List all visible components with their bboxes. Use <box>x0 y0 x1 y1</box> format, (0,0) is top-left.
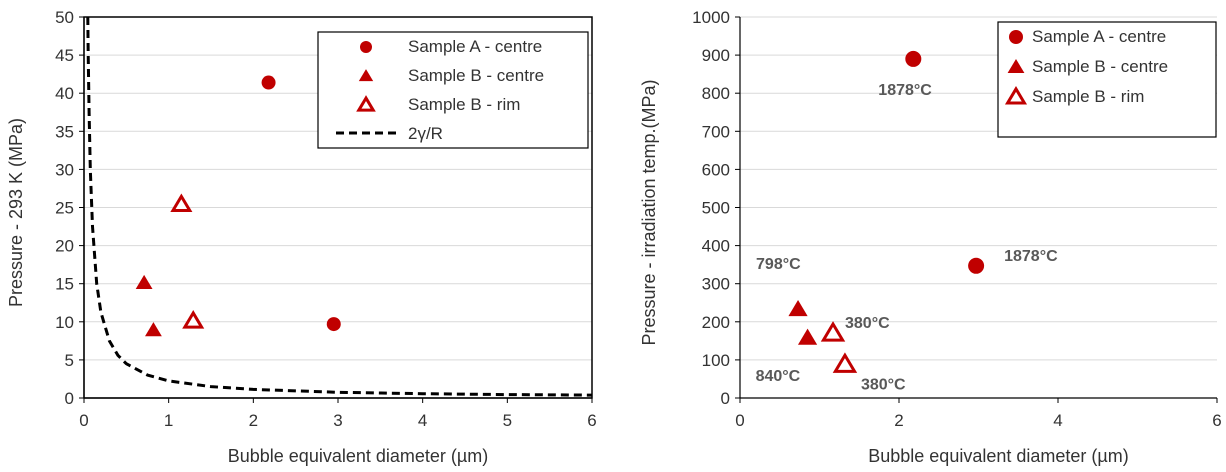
series-sample-b-centre: 798°C 840°C <box>756 256 818 385</box>
x-tick-label: 0 <box>79 411 88 430</box>
y-tick-label: 45 <box>55 46 74 65</box>
x-tick-label: 2 <box>894 411 903 430</box>
y-tick-label: 200 <box>702 313 730 332</box>
legend-marker <box>358 69 374 82</box>
legend-box <box>997 21 1217 138</box>
data-point <box>797 328 818 345</box>
y-tick-label: 600 <box>702 160 730 179</box>
x-axis-label: Bubble equivalent diameter (µm) <box>228 446 489 466</box>
y-tick-label: 900 <box>702 46 730 65</box>
data-point <box>182 310 205 329</box>
x-tick-label: 0 <box>735 411 744 430</box>
data-point <box>135 274 153 289</box>
x-tick-label: 4 <box>1053 411 1062 430</box>
data-label: 798°C <box>756 256 801 273</box>
y-tick-label: 10 <box>55 313 74 332</box>
data-point <box>905 50 922 67</box>
y-tick-label: 0 <box>65 389 74 408</box>
y-tick-label: 30 <box>55 160 74 179</box>
y-tick-label: 500 <box>702 199 730 218</box>
legend-marker <box>356 95 376 112</box>
legend-marker <box>1007 58 1025 74</box>
data-point <box>788 300 808 317</box>
y-tick-label: 20 <box>55 237 74 256</box>
data-point <box>820 321 846 342</box>
data-point <box>261 75 276 90</box>
legend-marker <box>1004 86 1028 105</box>
legend-entry: Sample B - rim <box>408 95 520 114</box>
x-tick-label: 6 <box>587 411 596 430</box>
y-tick-label: 35 <box>55 122 74 141</box>
legend: Sample A - centre Sample B - centre Sample… <box>997 21 1217 138</box>
y-tick-label: 50 <box>55 8 74 27</box>
series-sample-b-centre <box>135 274 162 337</box>
series-sample-b-rim <box>170 193 205 329</box>
data-point <box>170 193 193 212</box>
data-label: 840°C <box>756 368 801 385</box>
legend: Sample A - centre Sample B - centre Sample… <box>317 31 589 149</box>
y-tick-label: 15 <box>55 275 74 294</box>
legend-marker <box>1009 30 1023 44</box>
y-tick-label: 100 <box>702 351 730 370</box>
data-point <box>968 257 985 274</box>
x-tick-label: 3 <box>333 411 342 430</box>
legend-entry: Sample B - rim <box>1032 87 1144 106</box>
x-tick-label: 6 <box>1212 411 1221 430</box>
legend-entry: Sample A - centre <box>1032 27 1166 46</box>
legend-entry: Sample A - centre <box>408 37 542 56</box>
x-tick-label: 4 <box>418 411 427 430</box>
data-point <box>832 352 858 373</box>
data-label: 1878°C <box>1004 248 1058 265</box>
y-tick-label: 0 <box>721 389 730 408</box>
legend-entry: 2γ/R <box>408 124 443 143</box>
y-tick-label: 400 <box>702 237 730 256</box>
data-label: 380°C <box>845 315 890 332</box>
y-axis-label: Pressure - 293 K (MPa) <box>6 118 26 307</box>
series-sample-a-centre <box>261 75 341 332</box>
x-axis-label: Bubble equivalent diameter (µm) <box>868 446 1129 466</box>
data-label: 380°C <box>861 376 906 393</box>
y-tick-label: 5 <box>65 351 74 370</box>
legend-entry: Sample B - centre <box>408 66 544 85</box>
x-tick-label: 5 <box>503 411 512 430</box>
data-label: 1878°C <box>878 82 932 99</box>
series-sample-b-rim: 380°C 380°C <box>820 315 906 393</box>
x-tick-label: 2 <box>249 411 258 430</box>
y-tick-label: 1000 <box>692 8 730 27</box>
data-point <box>326 317 341 332</box>
y-tick-label: 700 <box>702 122 730 141</box>
y-tick-label: 40 <box>55 84 74 103</box>
y-axis-label: Pressure - irradiation temp.(MPa) <box>639 79 659 345</box>
x-tick-label: 1 <box>164 411 173 430</box>
legend-entry: Sample B - centre <box>1032 57 1168 76</box>
legend-marker <box>360 41 372 53</box>
data-point <box>145 322 162 337</box>
y-tick-label: 800 <box>702 84 730 103</box>
y-tick-label: 300 <box>702 275 730 294</box>
y-tick-label: 25 <box>55 199 74 218</box>
chart-pressure-irradiation-temp: 0 100 200 300 400 500 600 700 800 900 1000 0 2 4 6 Bubb… <box>639 8 1222 466</box>
series-sample-a-centre: 1878°C 1878°C <box>878 50 1058 274</box>
